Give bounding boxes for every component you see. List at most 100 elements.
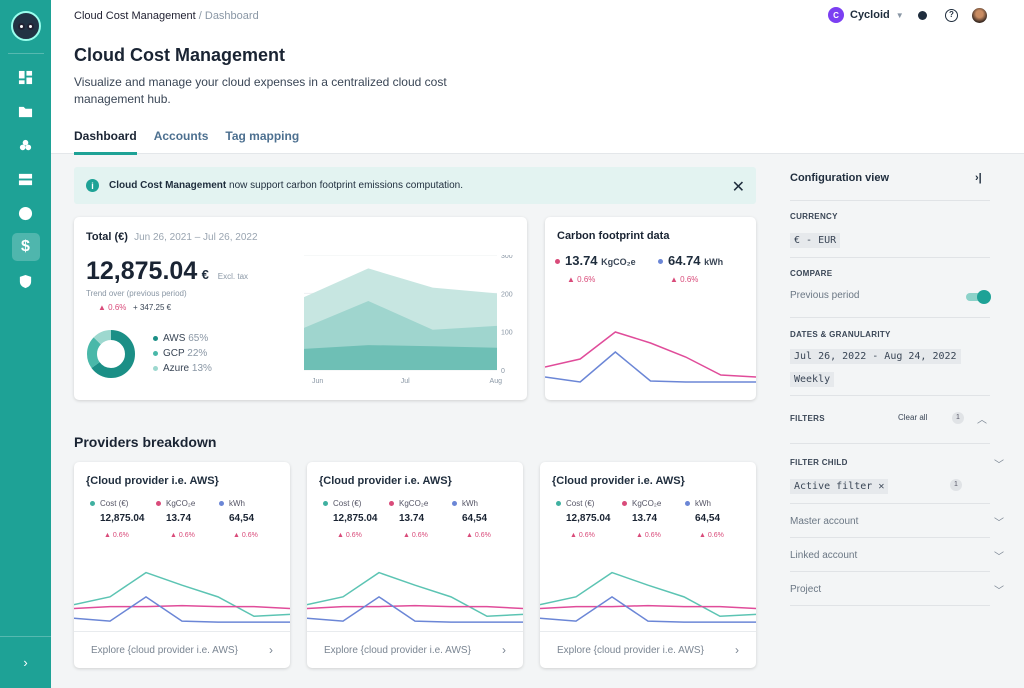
tab-tag-mapping[interactable]: Tag mapping bbox=[225, 129, 300, 143]
line-series-0 bbox=[74, 571, 290, 618]
carbon-kgco2-delta: ▲ 0.6% bbox=[567, 275, 596, 284]
page-subtitle: Visualize and manage your cloud expenses… bbox=[74, 75, 447, 106]
active-filter-chip[interactable]: Active filter ✕ bbox=[790, 479, 889, 494]
server-icon[interactable] bbox=[12, 165, 40, 193]
compare-toggle[interactable] bbox=[966, 290, 991, 304]
user-avatar[interactable] bbox=[972, 8, 987, 23]
chevron-down-icon[interactable]: ﹀ bbox=[994, 586, 1004, 597]
infrastructure-icon[interactable] bbox=[12, 131, 40, 159]
collapse-panel-icon[interactable]: ›| bbox=[975, 172, 982, 184]
linked-account-filter[interactable]: Linked account bbox=[790, 550, 858, 561]
info-banner: i Cloud Cost Management now support carb… bbox=[74, 167, 756, 204]
close-icon[interactable]: ✕ bbox=[731, 179, 745, 196]
help-icon[interactable]: ? bbox=[945, 9, 958, 22]
explore-label: Explore {cloud provider i.e. AWS} bbox=[91, 645, 238, 656]
legend-label: AWS bbox=[163, 333, 186, 344]
metric-value: 13.74 bbox=[166, 513, 192, 524]
y-tick-label: 0 bbox=[501, 368, 505, 375]
metric-label-text: Cost (€) bbox=[100, 499, 129, 508]
filters-count-badge: 1 bbox=[952, 412, 964, 424]
total-value: 12,875.04 bbox=[86, 257, 198, 285]
currency-value[interactable]: € - EUR bbox=[790, 233, 841, 248]
metric-dot bbox=[219, 501, 224, 507]
line-series-0 bbox=[540, 571, 756, 618]
tab-accounts[interactable]: Accounts bbox=[153, 129, 209, 143]
metric-label-text: KgCO₂e bbox=[632, 499, 662, 508]
compass-icon[interactable] bbox=[12, 199, 40, 227]
carbon-kgco2-value: 13.74 bbox=[565, 253, 598, 268]
trend-delta-abs: + 347.25 € bbox=[133, 303, 172, 312]
panel-divider bbox=[790, 537, 990, 538]
panel-divider bbox=[790, 503, 990, 504]
dashboard-icon[interactable] bbox=[12, 63, 40, 91]
master-account-filter[interactable]: Master account bbox=[790, 516, 859, 527]
trend-label: Trend over (previous period) bbox=[86, 289, 187, 298]
metric-label: Cost (€) bbox=[556, 499, 594, 508]
metric-dot bbox=[452, 501, 457, 507]
granularity-value[interactable]: Weekly bbox=[790, 372, 835, 387]
y-tick-label: 200 bbox=[501, 291, 513, 298]
owl-logo[interactable] bbox=[10, 11, 41, 41]
explore-provider-link[interactable]: Explore {cloud provider i.e. AWS} › bbox=[307, 631, 523, 668]
x-tick-label: Aug bbox=[490, 378, 503, 385]
chevron-down-icon[interactable]: ﹀ bbox=[994, 460, 1004, 471]
notification-icon[interactable] bbox=[918, 11, 927, 20]
explore-provider-link[interactable]: Explore {cloud provider i.e. AWS} › bbox=[74, 631, 290, 668]
org-selector[interactable]: C Cycloid ▼ bbox=[828, 7, 904, 23]
panel-divider bbox=[790, 605, 990, 606]
compare-label: COMPARE bbox=[790, 269, 833, 278]
org-name: Cycloid bbox=[850, 9, 890, 21]
provider-title: {Cloud provider i.e. AWS} bbox=[319, 475, 452, 487]
provider-card: {Cloud provider i.e. AWS} Cost (€) 12,875.… bbox=[307, 462, 523, 668]
remove-filter-icon[interactable]: ✕ bbox=[878, 481, 885, 492]
total-area-chart: 300 200 100 0 Jun Jul Aug bbox=[304, 255, 513, 385]
explore-provider-link[interactable]: Explore {cloud provider i.e. AWS} › bbox=[540, 631, 756, 668]
legend-label: Azure bbox=[163, 363, 190, 374]
metric-label-text: KgCO₂e bbox=[399, 499, 429, 508]
chevron-down-icon[interactable]: ﹀ bbox=[994, 518, 1004, 529]
chevron-up-icon[interactable]: ︿ bbox=[977, 415, 987, 426]
line-series-1 bbox=[74, 604, 290, 610]
legend-pct: 65% bbox=[188, 333, 209, 344]
dates-label: DATES & GRANULARITY bbox=[790, 330, 891, 339]
compare-value: Previous period bbox=[790, 290, 860, 301]
page-title: Cloud Cost Management bbox=[74, 45, 286, 65]
panel-title: Configuration view bbox=[790, 172, 889, 184]
panel-divider bbox=[790, 395, 990, 396]
chevron-down-icon[interactable]: ﹀ bbox=[994, 552, 1004, 563]
metric-value: 64,54 bbox=[695, 513, 721, 524]
metric-label: KgCO₂e bbox=[156, 499, 195, 508]
metric-delta: ▲ 0.6% bbox=[337, 532, 362, 539]
tab-dashboard[interactable]: Dashboard bbox=[74, 129, 137, 155]
folder-icon[interactable] bbox=[12, 97, 40, 125]
line-series-0 bbox=[545, 331, 756, 378]
chevron-right-icon: › bbox=[735, 643, 739, 657]
kwh-legend-dot bbox=[658, 259, 663, 265]
provider-line-chart bbox=[307, 571, 523, 623]
trend-delta-pct: ▲ 0.6% bbox=[98, 303, 127, 312]
shield-icon[interactable] bbox=[12, 267, 40, 295]
carbon-kwh-unit: kWh bbox=[704, 257, 724, 267]
currency-label: CURRENCY bbox=[790, 212, 838, 221]
metric-value: 64,54 bbox=[462, 513, 488, 524]
metric-label: KgCO₂e bbox=[622, 499, 661, 508]
legend-dot bbox=[153, 350, 158, 356]
donut-slice-gcp bbox=[87, 330, 135, 378]
chevron-right-icon: › bbox=[269, 643, 273, 657]
metric-value: 13.74 bbox=[632, 513, 658, 524]
expand-sidebar-button[interactable]: › bbox=[0, 636, 51, 688]
chevron-down-icon: ▼ bbox=[895, 10, 904, 20]
line-series-1 bbox=[545, 351, 756, 383]
project-filter[interactable]: Project bbox=[790, 584, 822, 595]
clear-all-button[interactable]: Clear all bbox=[898, 413, 928, 422]
info-icon: i bbox=[86, 179, 99, 192]
metric-delta: ▲ 0.6% bbox=[699, 532, 724, 539]
sidebar-divider bbox=[7, 53, 44, 54]
dollar-icon[interactable]: $ bbox=[11, 233, 40, 261]
line-series-1 bbox=[540, 604, 756, 610]
breadcrumb-root[interactable]: Cloud Cost Management bbox=[74, 10, 196, 22]
metric-delta: ▲ 0.6% bbox=[170, 532, 195, 539]
panel-divider bbox=[790, 317, 990, 318]
date-range-value[interactable]: Jul 26, 2022 - Aug 24, 2022 bbox=[790, 349, 961, 364]
legend-pct: 13% bbox=[191, 363, 212, 374]
